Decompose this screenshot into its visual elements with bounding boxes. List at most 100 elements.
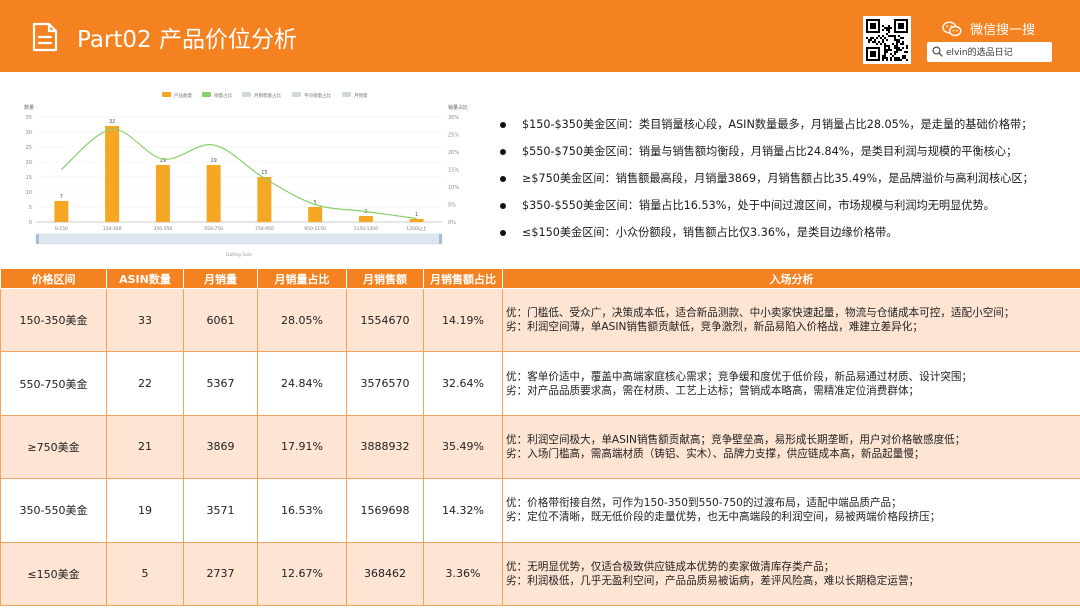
bar-value-label: 7 [60, 194, 63, 200]
cell-asin-count: 19 [106, 478, 184, 543]
chart-bar [206, 165, 221, 222]
summary-text: $550-$750美金区间：销量与销售额均衡段，月销量占比24.84%，是类目利… [522, 145, 1018, 158]
cell-monthly-sales: 3869 [183, 414, 258, 480]
summary-text: ≥$750美金区间：销售额最高段，月销量3869，月销售额占比35.49%，是品… [522, 172, 1034, 185]
cell-price-range: ≤150美金 [0, 541, 107, 607]
y-tick-label: 10 [26, 190, 32, 196]
search-input[interactable]: elvin的选品日记 [927, 42, 1052, 62]
bar-value-label: 19 [160, 158, 166, 164]
analysis-con: 劣：入场门槛高，需高端材质（铸铝、实木）、品牌力支撑，供应链成本高，新品起量慢； [506, 447, 925, 460]
cell-monthly-revenue: 1569698 [346, 478, 424, 543]
page-title: Part02 产品价位分析 [77, 27, 297, 53]
col-header-price-range: 价格区间 [0, 268, 107, 289]
analysis-pro: 优：无明显优势，仅适合极致供应链成本优势的卖家做清库存类产品； [506, 560, 835, 573]
wechat-search-label: 微信搜一搜 [942, 18, 1035, 38]
y2-tick-label: 15% [448, 167, 459, 173]
summary-item: $150-$350美金区间：类目销量核心段，ASIN数量最多，月销量占比28.0… [498, 118, 1058, 145]
cell-revenue-share: 14.19% [423, 287, 503, 353]
search-query: elvin的选品日记 [946, 48, 1013, 58]
cell-revenue-share: 35.49% [423, 414, 503, 480]
y-tick-label: 35 [26, 115, 32, 121]
summary-item: $350-$550美金区间：销量占比16.53%，处于中间过渡区间，市场规模与利… [498, 199, 1058, 226]
legend-swatch [242, 92, 251, 97]
col-header-monthly-sales: 月销量 [183, 268, 258, 289]
summary-item: ≤$150美金区间：小众份额段，销售额占比仅3.36%，是类目边缘价格带。 [498, 226, 1058, 253]
y2-tick-label: 25% [448, 132, 459, 138]
table-row: 350-550美金 19 3571 16.53% 1569698 14.32% … [0, 478, 1080, 543]
cell-price-range: 150-350美金 [0, 287, 107, 353]
summary-text: ≤$150美金区间：小众份额段，销售额占比仅3.36%，是类目边缘价格带。 [522, 226, 898, 239]
document-icon [32, 22, 58, 52]
chart-bar [257, 177, 272, 222]
cell-monthly-sales: 2737 [183, 541, 258, 607]
cell-entry-analysis: 优：门槛低、受众广，决策成本低，适合新品测款、中小卖家快速起量，物流与仓储成本可… [502, 287, 1080, 353]
legend-swatch [342, 92, 351, 97]
y2-tick-label: 0% [448, 220, 456, 226]
cell-sales-share: 24.84% [257, 351, 347, 416]
legend-label: 销量占比 [214, 92, 232, 99]
analysis-con: 劣：定位不清晰，既无低价段的走量优势，也无中高端段的利润空间，易被两端价格段挤压… [506, 511, 941, 524]
table-row: ≤150美金 5 2737 12.67% 368462 3.36% 优：无明显优… [0, 541, 1080, 607]
col-header-sales-share: 月销量占比 [257, 268, 347, 289]
price-range-chart: 产品数量 销量占比 月销售额占比 平均销量占比 月销量 数量 销量占比 0 5 10 15 20 25 3… [20, 86, 475, 264]
cell-sales-share: 28.05% [257, 287, 347, 353]
x-tick-label: 350-550 [153, 226, 172, 232]
search-icon [932, 46, 943, 57]
cell-sales-share: 12.67% [257, 541, 347, 607]
legend-label: 月销售额占比 [254, 92, 281, 99]
summary-item: ≥$750美金区间：销售额最高段，月销量3869，月销售额占比35.49%，是品… [498, 172, 1058, 199]
bullet-dot [500, 122, 506, 128]
bar-value-label: 19 [210, 158, 216, 164]
x-tick-label: 950-1150 [304, 226, 326, 232]
cell-monthly-revenue: 3888932 [346, 414, 424, 480]
summary-text: $350-$550美金区间：销量占比16.53%，处于中间过渡区间，市场规模与利… [522, 199, 995, 212]
legend-label: 平均销量占比 [304, 92, 331, 99]
cell-asin-count: 22 [106, 351, 184, 416]
y-axis-title: 数量 [24, 104, 34, 111]
col-header-entry-analysis: 入场分析 [502, 268, 1080, 289]
cell-monthly-sales: 3571 [183, 478, 258, 543]
x-axis-title: Dating Sale [226, 252, 252, 258]
y2-tick-label: 20% [448, 150, 459, 156]
x-tick-label: 1350以上 [406, 225, 427, 232]
cell-asin-count: 33 [106, 287, 184, 353]
y-tick-label: 5 [29, 205, 32, 211]
bullet-dot [500, 230, 506, 236]
summary-list: $150-$350美金区间：类目销量核心段，ASIN数量最多，月销量占比28.0… [498, 118, 1058, 253]
cell-price-range: 350-550美金 [0, 478, 107, 543]
wechat-search-text: 微信搜一搜 [970, 23, 1036, 38]
chart-bar [54, 201, 69, 222]
series-line-sales-share [60, 128, 417, 220]
bar-value-label: 5 [314, 200, 317, 206]
cell-revenue-share: 3.36% [423, 541, 503, 607]
qr-code [863, 16, 911, 64]
analysis-pro: 优：价格带衔接自然，可作为150-350到550-750的过渡布局，适配中端品质… [506, 497, 902, 510]
cell-monthly-sales: 5367 [183, 351, 258, 416]
chart-bar [358, 216, 373, 222]
y2-tick-label: 10% [448, 185, 459, 191]
bar-value-label: 1 [415, 212, 418, 218]
zoom-slider-handle-right [439, 234, 442, 244]
cell-revenue-share: 14.32% [423, 478, 503, 543]
y2-tick-label: 30% [448, 115, 459, 121]
cell-entry-analysis: 优：利润空间极大，单ASIN销售额贡献高；竞争壁垒高，易形成长期垄断，用户对价格… [502, 414, 1080, 480]
cell-price-range: 550-750美金 [0, 351, 107, 416]
x-tick-label: 550-750 [204, 226, 223, 232]
bullet-dot [500, 149, 506, 155]
cell-monthly-revenue: 3576570 [346, 351, 424, 416]
table-row: 550-750美金 22 5367 24.84% 3576570 32.64% … [0, 351, 1080, 416]
cell-asin-count: 5 [106, 541, 184, 607]
bar-value-label: 15 [261, 170, 267, 176]
analysis-con: 劣：利润空间薄，单ASIN销售额贡献低，竞争激烈，新品易陷入价格战，难建立差异化… [506, 321, 923, 334]
legend-swatch [292, 92, 301, 97]
x-tick-label: 0-150 [55, 226, 68, 232]
wechat-icon [942, 20, 962, 36]
y-tick-label: 0 [29, 220, 32, 226]
legend-swatch [162, 92, 171, 97]
table-row: 150-350美金 33 6061 28.05% 1554670 14.19% … [0, 287, 1080, 353]
col-header-asin-count: ASIN数量 [106, 268, 184, 289]
cell-asin-count: 21 [106, 414, 184, 480]
analysis-con: 劣：利润极低，几乎无盈利空间，产品品质易被诟病，差评风险高，难以长期稳定运营； [506, 574, 920, 587]
x-tick-label: 1150-1350 [354, 226, 379, 232]
